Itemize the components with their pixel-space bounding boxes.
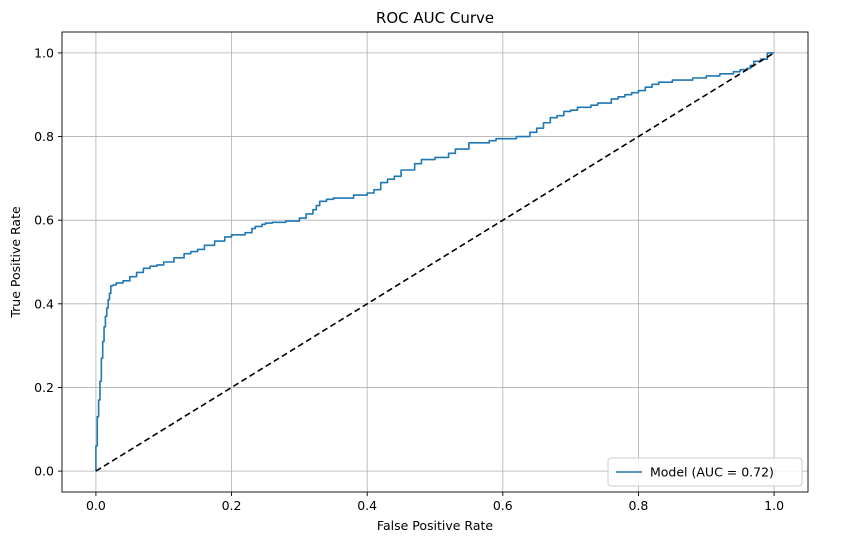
legend-box — [607, 457, 803, 487]
x-tick-label: 0.0 — [86, 498, 106, 513]
x-tick-label: 0.4 — [357, 498, 377, 513]
chart-title: ROC AUC Curve — [376, 9, 494, 27]
grid — [62, 32, 808, 492]
y-tick-label: 0.8 — [34, 129, 54, 144]
x-tick-label: 0.2 — [222, 498, 242, 513]
legend-label-model: Model (AUC = 0.72) — [650, 465, 774, 480]
y-tick-label: 1.0 — [34, 45, 54, 60]
x-tick-label: 1.0 — [764, 498, 784, 513]
y-tick-label: 0.0 — [34, 464, 54, 479]
x-tick-label: 0.6 — [493, 498, 513, 513]
y-axis-label: True Positive Rate — [8, 206, 23, 319]
roc-curve-line — [95, 52, 775, 472]
series-layer — [95, 52, 775, 472]
y-tick-label: 0.6 — [34, 213, 54, 228]
x-tick-label: 0.8 — [629, 498, 649, 513]
diagonal-reference-line — [95, 52, 775, 472]
y-tick-label: 0.4 — [34, 296, 54, 311]
ticks: 0.0 0.2 0.4 0.6 0.8 1.0 0.0 0.2 0.4 0.6 0.8 1.0 — [34, 45, 784, 513]
y-tick-label: 0.2 — [34, 380, 54, 395]
legend: Model (AUC = 0.72) — [607, 457, 803, 487]
x-axis-label: False Positive Rate — [377, 518, 493, 533]
plot-frame — [61, 31, 809, 493]
